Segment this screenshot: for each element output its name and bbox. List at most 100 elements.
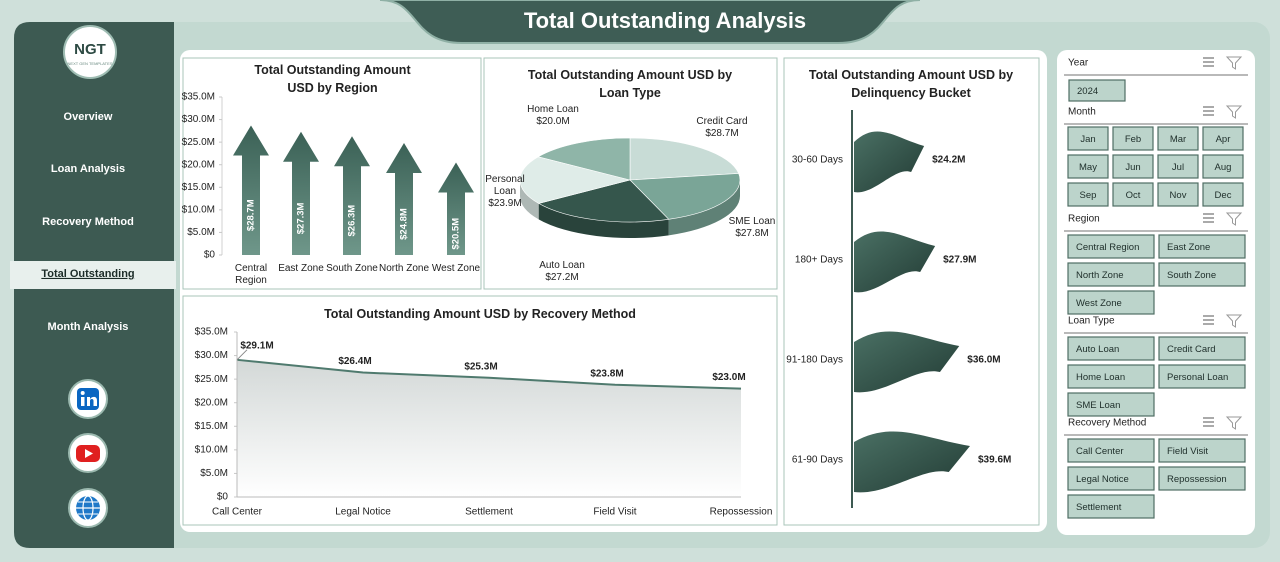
button-bg xyxy=(1067,364,1155,389)
button-bg xyxy=(1067,494,1155,519)
bar xyxy=(438,162,474,255)
slicer-button[interactable]: East Zone xyxy=(1158,234,1246,259)
y-tick-label: 180+ Days xyxy=(795,255,843,266)
web-icon[interactable] xyxy=(68,488,108,528)
slicer-button[interactable]: Jun xyxy=(1112,154,1154,179)
menu-item[interactable]: Month Analysis xyxy=(48,321,129,333)
slice-side xyxy=(520,180,539,220)
button-label: Repossession xyxy=(1167,474,1227,485)
slicer-button[interactable]: May xyxy=(1067,154,1109,179)
button-label: West Zone xyxy=(1076,298,1122,309)
menu-item[interactable]: Recovery Method xyxy=(42,216,134,228)
clear-filter-icon[interactable] xyxy=(1225,416,1243,430)
slice-side xyxy=(538,203,669,239)
menu-item[interactable]: Total Outstanding xyxy=(10,261,176,289)
slicer-button[interactable]: Central Region xyxy=(1067,234,1155,259)
slicer-button[interactable]: Aug xyxy=(1202,154,1244,179)
button-label: Mar xyxy=(1170,134,1186,145)
y-tick-label: $15.0M xyxy=(195,421,228,432)
y-tick-label: $15.0M xyxy=(182,182,215,193)
header-title: Total Outstanding Analysis xyxy=(524,8,806,33)
multi-select-icon[interactable] xyxy=(1203,315,1214,325)
slicer-button[interactable]: Settlement xyxy=(1067,494,1155,519)
y-tick-label: $20.0M xyxy=(195,397,228,408)
youtube-icon[interactable] xyxy=(68,433,108,473)
slicer-button[interactable]: Feb xyxy=(1112,126,1154,151)
slicer-button[interactable]: Repossession xyxy=(1158,466,1246,491)
multi-select-icon[interactable] xyxy=(1203,213,1214,223)
menu-item[interactable]: Loan Analysis xyxy=(51,163,125,175)
slicer-title: Loan Type xyxy=(1068,316,1115,327)
button-label: Settlement xyxy=(1076,502,1122,513)
multi-select-icon[interactable] xyxy=(1203,57,1214,67)
slicer-button[interactable]: Sep xyxy=(1067,182,1109,207)
slicer-button[interactable]: SME Loan xyxy=(1067,392,1155,417)
button-bg xyxy=(1112,126,1154,151)
multi-select-icon[interactable] xyxy=(1203,106,1214,116)
y-tick-label: 61-90 Days xyxy=(792,455,843,466)
menu-item[interactable]: Overview xyxy=(64,111,113,123)
logo xyxy=(63,25,117,79)
slicer-button[interactable]: Legal Notice xyxy=(1067,466,1155,491)
slicer-button[interactable]: Auto Loan xyxy=(1067,336,1155,361)
data-label: $25.3M xyxy=(464,361,497,372)
y-tick-label: $35.0M xyxy=(182,92,215,103)
slicer-button[interactable]: Dec xyxy=(1202,182,1244,207)
button-label: Auto Loan xyxy=(1076,344,1119,355)
button-bg xyxy=(1158,336,1246,361)
button-label: Oct xyxy=(1126,190,1141,201)
button-label: Legal Notice xyxy=(1076,474,1129,485)
slicer-button[interactable]: West Zone xyxy=(1067,290,1155,315)
button-bg xyxy=(1067,336,1155,361)
slicer-title: Recovery Method xyxy=(1068,418,1146,429)
slice-name: Personal Loan xyxy=(485,174,525,197)
slicer-button[interactable]: Home Loan xyxy=(1067,364,1155,389)
x-tick-label: Repossession xyxy=(710,507,773,518)
slicer-button[interactable]: Jul xyxy=(1157,154,1199,179)
button-bg xyxy=(1157,182,1199,207)
slicer-button[interactable]: Mar xyxy=(1157,126,1199,151)
button-bg xyxy=(1202,154,1244,179)
clear-filter-icon[interactable] xyxy=(1225,56,1243,70)
button-label: Apr xyxy=(1216,134,1231,145)
slicer-title: Year xyxy=(1068,58,1089,69)
slicer-button[interactable]: Apr xyxy=(1202,126,1244,151)
clear-filter-icon[interactable] xyxy=(1225,314,1243,328)
linkedin-icon[interactable] xyxy=(68,379,108,419)
y-tick-label: $30.0M xyxy=(195,350,228,361)
bar xyxy=(854,431,970,493)
clear-filter-icon[interactable] xyxy=(1225,212,1243,226)
x-tick-label: Field Visit xyxy=(593,507,636,518)
button-bg xyxy=(1202,182,1244,207)
slice-side xyxy=(668,180,740,236)
button-label: Jun xyxy=(1125,162,1140,173)
slice-name-box: Auto Loan xyxy=(539,260,585,271)
slicer-button[interactable]: Jan xyxy=(1067,126,1109,151)
bar xyxy=(854,131,925,193)
chart-title-box: Total Outstanding Amount USD by Recovery… xyxy=(324,307,636,321)
multi-select-icon[interactable] xyxy=(1203,417,1214,427)
data-label-box: $28.7M xyxy=(705,128,739,139)
slicer-button[interactable]: Personal Loan xyxy=(1158,364,1246,389)
slicer-button[interactable]: Oct xyxy=(1112,182,1154,207)
slicer-button[interactable]: South Zone xyxy=(1158,262,1246,287)
y-tick-label: 30-60 Days xyxy=(792,155,843,166)
x-tick-label: Central Region xyxy=(234,263,268,286)
slicer-button[interactable]: Credit Card xyxy=(1158,336,1246,361)
button-label: Central Region xyxy=(1076,242,1139,253)
menu-label: Overview xyxy=(64,111,113,123)
slice-name-box: Credit Card xyxy=(696,116,748,127)
data-label: $39.6M xyxy=(978,455,1011,466)
slicer-button[interactable]: North Zone xyxy=(1067,262,1155,287)
slice-name: Credit Card xyxy=(696,116,748,127)
slicer-title: Region xyxy=(1068,214,1100,225)
slicer-button[interactable]: Nov xyxy=(1157,182,1199,207)
slicer-button[interactable]: 2024 xyxy=(1068,79,1126,102)
button-bg xyxy=(1067,154,1109,179)
slicer-button[interactable]: Call Center xyxy=(1067,438,1155,463)
slicer-button[interactable]: Field Visit xyxy=(1158,438,1246,463)
y-tick-label: $35.0M xyxy=(195,327,228,338)
clear-filter-icon[interactable] xyxy=(1225,105,1243,119)
button-label: 2024 xyxy=(1077,86,1098,97)
data-label: $28.7M xyxy=(705,128,739,139)
